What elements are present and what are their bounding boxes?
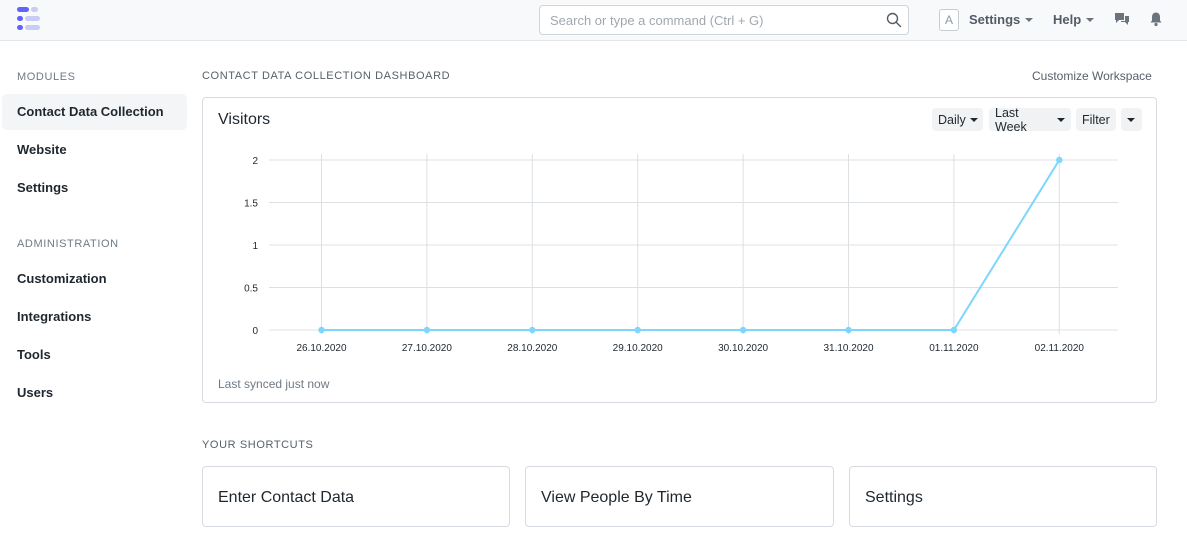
help-dropdown-label: Help [1053,12,1082,27]
data-point [423,326,431,334]
sidebar-item-label: Customization [17,271,107,286]
sidebar-item-contact-data-collection[interactable]: Contact Data Collection [2,94,187,130]
filter-button[interactable]: Filter [1076,108,1116,131]
x-tick-label: 02.11.2020 [1035,343,1085,354]
search-box[interactable] [539,5,909,35]
y-tick-label: 1.5 [244,199,258,210]
page-title: CONTACT DATA COLLECTION DASHBOARD [202,70,451,82]
chevron-down-icon [1025,17,1034,22]
series-line [321,159,1061,331]
sidebar-item-tools[interactable]: Tools [2,337,187,373]
sidebar-item-website[interactable]: Website [2,132,187,168]
filter-button-label: Filter [1082,112,1110,127]
shortcuts-heading: YOUR SHORTCUTS [202,439,314,451]
administration-heading: ADMINISTRATION [17,238,119,250]
chevron-down-icon [969,117,978,122]
visitors-line-chart: 0 0.5 1 1.5 2 26.10.2020 27.10.2020 28.10.2020 2… [244,154,1118,354]
sidebar-item-customization[interactable]: Customization [2,261,187,297]
sidebar-item-label: Website [17,142,67,157]
shortcut-enter-contact-data[interactable]: Enter Contact Data [202,466,510,527]
data-point [1056,156,1063,164]
data-point [318,326,325,334]
sidebar-item-users[interactable]: Users [2,375,187,411]
sidebar-item-integrations[interactable]: Integrations [2,299,187,335]
interval-dropdown-label: Daily [938,112,966,127]
settings-dropdown-label: Settings [969,12,1021,27]
shortcut-label: Enter Contact Data [218,489,355,506]
bell-icon[interactable] [1148,11,1164,27]
data-point [950,326,958,334]
data-point [845,326,852,334]
last-synced-text: Last synced just now [218,377,330,391]
shortcut-label: Settings [865,489,923,506]
visitors-chart-card: Visitors Daily Last Week Filter 0 0.5 1 1.5… [202,97,1157,403]
shortcut-view-people-by-time[interactable]: View People By Time [525,466,834,527]
x-tick-label: 01.11.2020 [929,343,979,354]
app-logo-icon[interactable] [16,7,42,33]
x-tick-label: 28.10.2020 [507,343,557,354]
chevron-down-icon [1127,117,1135,122]
x-tick-label: 26.10.2020 [296,343,346,354]
y-tick-label: 0 [252,326,258,337]
modules-heading: MODULES [17,71,76,83]
sidebar-item-label: Tools [17,347,51,362]
sidebar-item-label: Settings [17,180,69,195]
data-point [634,326,641,334]
sidebar-item-label: Contact Data Collection [17,104,164,119]
timespan-dropdown-label: Last Week [995,105,1027,134]
x-tick-label: 29.10.2020 [613,343,663,354]
x-tick-label: 31.10.2020 [823,343,873,354]
sidebar-item-label: Integrations [17,309,92,324]
data-point [739,326,747,334]
sidebar-item-settings[interactable]: Settings [2,170,187,206]
search-input[interactable] [540,6,880,34]
help-dropdown[interactable]: Help [1053,12,1095,27]
card-options-button[interactable] [1121,108,1142,131]
interval-dropdown[interactable]: Daily [932,108,983,131]
y-tick-label: 2 [252,156,258,167]
chat-icon[interactable] [1114,11,1130,27]
data-point [529,326,536,334]
timespan-dropdown[interactable]: Last Week [989,105,1071,134]
chevron-down-icon [1086,17,1095,22]
y-tick-label: 1 [252,241,258,252]
x-tick-label: 27.10.2020 [402,343,452,354]
shortcut-label: View People By Time [541,489,692,506]
customize-workspace-link[interactable]: Customize Workspace [1032,69,1152,83]
x-tick-label: 30.10.2020 [718,343,768,354]
shortcut-settings[interactable]: Settings [849,466,1157,527]
settings-dropdown[interactable]: Settings [969,12,1034,27]
chevron-down-icon [1057,117,1065,122]
sidebar-item-label: Users [17,385,54,400]
search-icon[interactable] [886,12,902,28]
y-tick-label: 0.5 [244,284,258,295]
navbar: A Settings Help [0,0,1187,41]
avatar[interactable]: A [939,9,959,31]
chart-title: Visitors [218,111,271,128]
